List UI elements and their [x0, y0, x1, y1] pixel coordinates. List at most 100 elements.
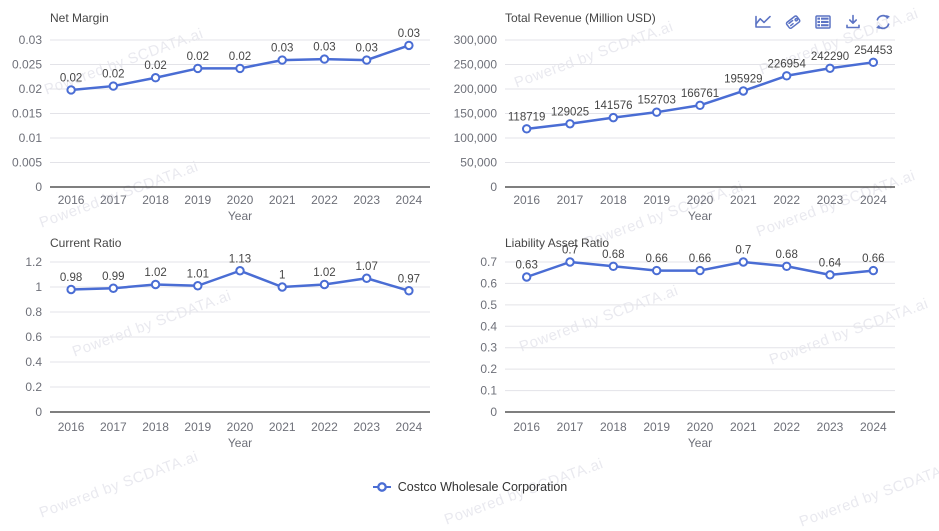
data-point[interactable] [361, 273, 372, 283]
data-point[interactable] [608, 112, 619, 123]
svg-text:0.02: 0.02 [102, 69, 124, 81]
data-point[interactable] [738, 257, 749, 267]
svg-text:1: 1 [279, 270, 285, 282]
svg-text:0.66: 0.66 [689, 253, 711, 265]
data-point[interactable] [565, 119, 575, 129]
svg-text:0.66: 0.66 [862, 253, 884, 265]
data-point[interactable] [868, 57, 879, 68]
data-point[interactable] [150, 73, 161, 83]
svg-text:2016: 2016 [58, 193, 85, 207]
data-point[interactable] [193, 63, 203, 74]
svg-text:2024: 2024 [860, 193, 887, 207]
svg-text:0: 0 [35, 180, 42, 194]
data-point[interactable] [404, 286, 414, 296]
svg-text:129025: 129025 [551, 106, 589, 118]
svg-text:0.7: 0.7 [562, 245, 578, 257]
x-axis-title: Year [688, 209, 712, 223]
svg-text:195929: 195929 [724, 73, 762, 85]
svg-text:2020: 2020 [227, 193, 254, 207]
svg-text:2024: 2024 [396, 420, 423, 434]
x-axis-title: Year [228, 436, 252, 450]
download-icon[interactable] [844, 13, 862, 31]
data-point[interactable] [361, 55, 372, 65]
svg-text:2020: 2020 [687, 420, 714, 434]
data-labels: 118719 129025 141576 152703 166761 195929 2269… [508, 45, 893, 124]
data-point[interactable] [277, 55, 287, 65]
table-icon[interactable] [814, 13, 832, 31]
svg-text:0.01: 0.01 [19, 131, 43, 145]
svg-text:2018: 2018 [600, 420, 627, 434]
svg-text:0.68: 0.68 [775, 249, 797, 261]
data-point[interactable] [404, 40, 414, 51]
line-chart-icon[interactable] [754, 13, 772, 31]
data-labels: 0.02 0.02 0.02 0.02 0.02 0.03 0.03 0.03 0.03 [60, 28, 420, 85]
svg-text:2023: 2023 [817, 420, 844, 434]
series-markers [66, 266, 414, 296]
data-point[interactable] [108, 283, 119, 293]
data-point[interactable] [695, 265, 705, 276]
data-point[interactable] [738, 86, 749, 96]
data-point[interactable] [825, 270, 835, 280]
data-point[interactable] [319, 279, 330, 290]
svg-text:2017: 2017 [557, 193, 584, 207]
data-point[interactable] [781, 261, 792, 271]
data-point[interactable] [521, 124, 532, 134]
data-point[interactable] [66, 284, 76, 295]
data-point[interactable] [150, 279, 161, 290]
svg-text:2021: 2021 [269, 193, 296, 207]
data-point[interactable] [521, 272, 532, 282]
data-point[interactable] [608, 261, 619, 271]
svg-text:0.005: 0.005 [12, 156, 42, 170]
svg-text:2023: 2023 [817, 193, 844, 207]
svg-text:2017: 2017 [100, 193, 127, 207]
svg-text:0.64: 0.64 [819, 257, 842, 269]
svg-text:2024: 2024 [396, 193, 423, 207]
data-point[interactable] [825, 63, 835, 73]
total-revenue-chart: 0 50,000 100,000 150,000 200,000 250,000 300,0… [440, 0, 939, 230]
data-point[interactable] [193, 281, 203, 291]
data-point[interactable] [565, 257, 575, 267]
svg-text:0.68: 0.68 [602, 249, 624, 261]
svg-text:152703: 152703 [637, 95, 675, 107]
svg-text:0.2: 0.2 [25, 380, 42, 394]
svg-text:2019: 2019 [643, 193, 670, 207]
liability-asset-ratio-chart: 0 0.1 0.2 0.3 0.4 0.5 0.6 0.7 2016 2017 2018 2019 20… [440, 230, 939, 462]
svg-text:226954: 226954 [767, 58, 806, 70]
svg-text:0: 0 [490, 180, 497, 194]
data-point[interactable] [235, 63, 245, 74]
data-point[interactable] [235, 266, 245, 276]
svg-text:2022: 2022 [311, 193, 338, 207]
data-point[interactable] [651, 107, 662, 117]
svg-text:242290: 242290 [811, 51, 849, 63]
data-point[interactable] [319, 54, 330, 64]
y-axis-labels: 0 0.2 0.4 0.6 0.8 1 1.2 [25, 255, 42, 419]
svg-text:2019: 2019 [184, 420, 211, 434]
data-point[interactable] [277, 282, 287, 292]
data-point[interactable] [781, 71, 792, 81]
legend-item-costco[interactable]: Costco Wholesale Corporation [0, 480, 939, 494]
y-axis-labels: 0 0.1 0.2 0.3 0.4 0.5 0.6 0.7 [480, 255, 497, 419]
tag-icon[interactable] [784, 13, 802, 31]
svg-text:0.7: 0.7 [735, 245, 751, 257]
data-point[interactable] [66, 85, 76, 95]
svg-text:0.02: 0.02 [187, 51, 209, 63]
svg-text:0.015: 0.015 [12, 107, 42, 121]
svg-text:0.7: 0.7 [480, 255, 497, 269]
x-axis-labels: 2016 2017 2018 2019 2020 2021 2022 2023 2024 [513, 420, 887, 434]
svg-text:2021: 2021 [730, 193, 757, 207]
svg-text:0.03: 0.03 [398, 28, 420, 40]
svg-text:0.03: 0.03 [271, 43, 293, 55]
svg-text:100,000: 100,000 [454, 131, 498, 145]
refresh-icon[interactable] [874, 13, 892, 31]
y-axis-labels: 0 50,000 100,000 150,000 200,000 250,000 300,0… [454, 33, 498, 194]
svg-text:2024: 2024 [860, 420, 887, 434]
svg-text:2020: 2020 [687, 193, 714, 207]
data-point[interactable] [108, 81, 119, 91]
data-point[interactable] [695, 100, 705, 110]
data-point[interactable] [651, 265, 662, 276]
y-axis-labels: 0 0.005 0.01 0.015 0.02 0.025 0.03 [12, 33, 42, 194]
svg-text:0.03: 0.03 [355, 43, 377, 55]
svg-text:1.01: 1.01 [187, 268, 209, 280]
data-point[interactable] [868, 265, 879, 276]
data-labels: 0.98 0.99 1.02 1.01 1.13 1 1.02 1.07 0.97 [60, 253, 420, 285]
